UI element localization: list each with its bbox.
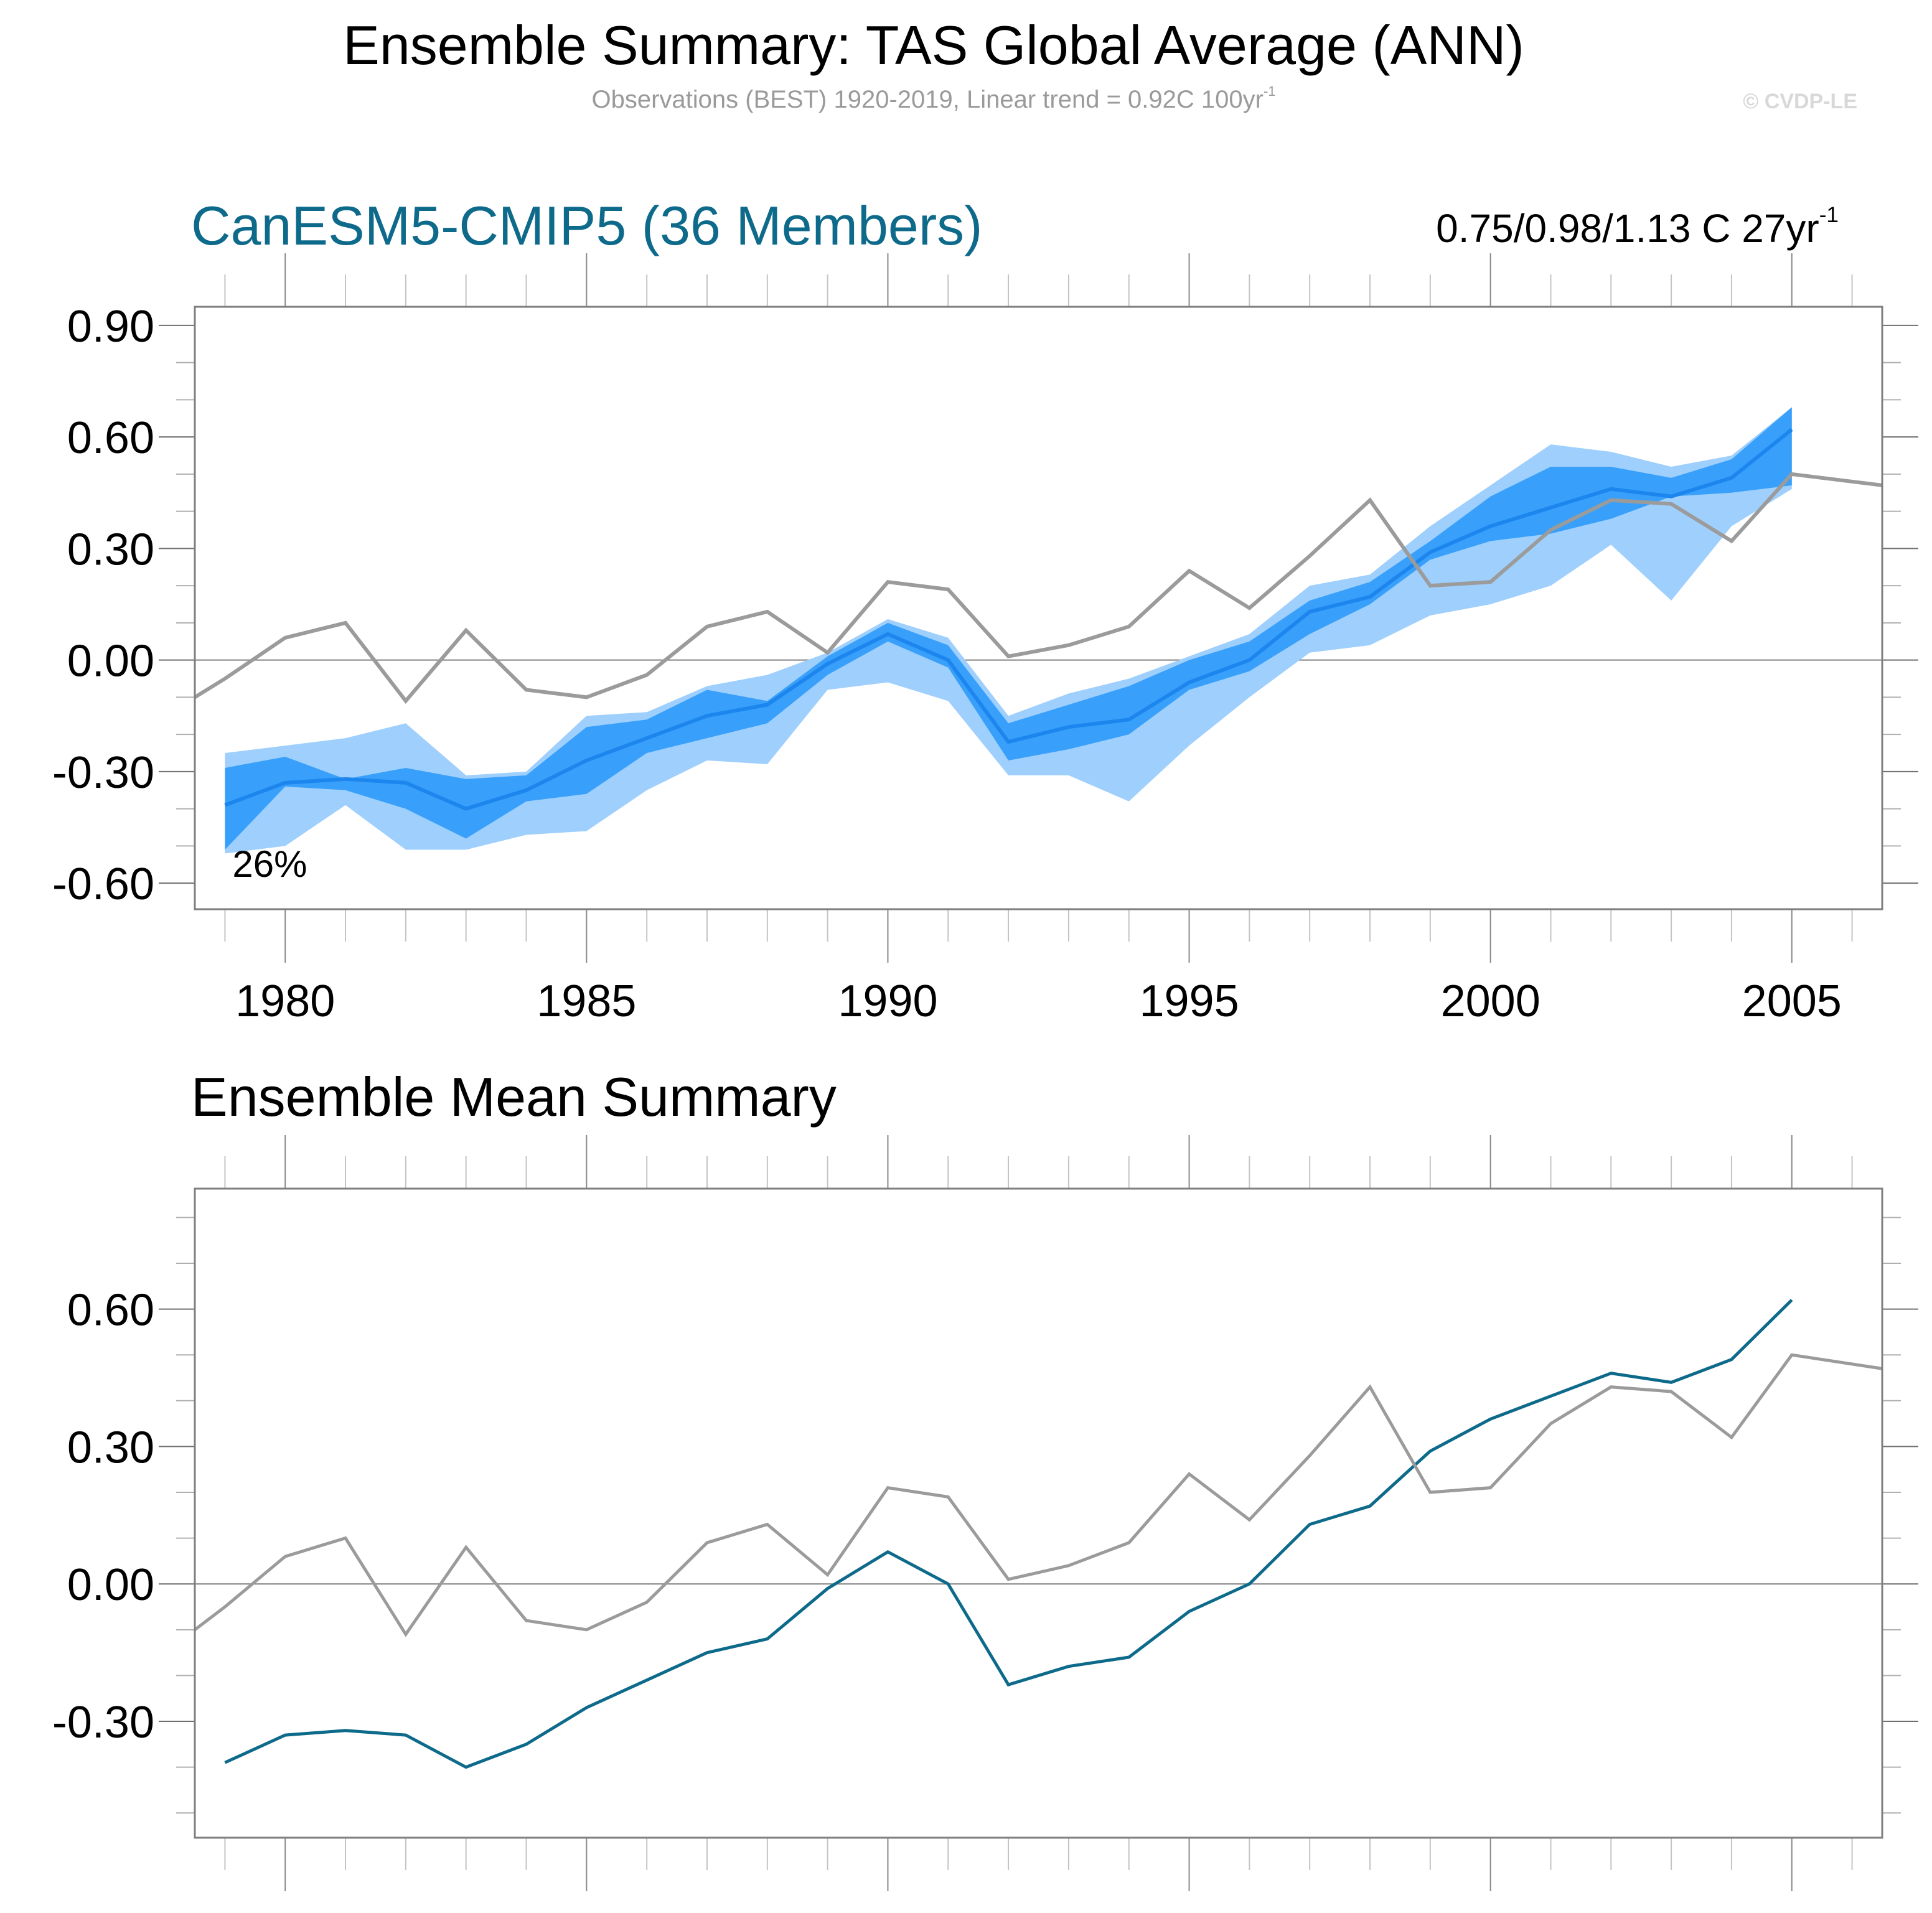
panel2-x-tick-label: 1980 — [235, 1905, 335, 1913]
panel1-x-tick-label: 2005 — [1742, 976, 1842, 1026]
panel2-x-tick-label: 2000 — [1441, 1905, 1540, 1913]
panel1-title: CanESM5-CMIP5 (36 Members) — [191, 195, 983, 256]
panel1-x-tick-label: 1980 — [235, 976, 335, 1026]
panel1-x-tick-label: 1985 — [537, 976, 636, 1026]
panel2-y-tick-label: 0.60 — [67, 1286, 154, 1335]
panel2-x-tick-label: 1995 — [1139, 1905, 1239, 1913]
panel2-y-tick-label: 0.00 — [67, 1560, 154, 1610]
panel1-y-tick-label: 0.00 — [67, 637, 154, 686]
observations-line — [194, 472, 1883, 704]
panel2-plot: -0.30 0.00 0.30 0.60 1980 1985 1990 1995 2000 200… — [52, 1135, 1918, 1913]
subtitle: Observations (BEST) 1920-2019, Linear tr… — [0, 83, 1867, 114]
subtitle-exponent: -1 — [1263, 83, 1276, 99]
panel1-y-tick-label: 0.90 — [67, 302, 154, 352]
panel1-x-tick-label: 1995 — [1139, 976, 1239, 1026]
subtitle-text: Observations (BEST) 1920-2019, Linear tr… — [591, 86, 1264, 113]
panel2-frame — [194, 1187, 1883, 1839]
ensemble-mean-line — [224, 1299, 1793, 1769]
trend-text: 0.75/0.98/1.13 C 27yr — [1436, 206, 1819, 251]
panel2-title: Ensemble Mean Summary — [191, 1066, 837, 1128]
panel2-y-tick-label: 0.30 — [67, 1423, 154, 1472]
panel2-x-tick-label: 2005 — [1742, 1905, 1842, 1913]
main-title: Ensemble Summary: TAS Global Average (AN… — [343, 14, 1524, 76]
panel1-frame — [194, 306, 1883, 910]
observations-line — [194, 1353, 1883, 1637]
panel1-y-tick-label: 0.60 — [67, 413, 154, 463]
panel1-plot: -0.60 -0.30 0.00 0.30 0.60 0.90 1980 1985 1990 19… — [52, 253, 1918, 1026]
panel2-x-tick-label: 1990 — [838, 1905, 937, 1913]
ensemble-mean-line — [224, 428, 1793, 811]
panel1-x-tick-label: 2000 — [1441, 976, 1540, 1026]
panel1-x-tick-label: 1990 — [838, 976, 937, 1026]
copyright-label: © CVDP-LE — [1743, 90, 1857, 113]
trend-exponent: -1 — [1819, 203, 1839, 227]
panel1-y-tick-label: -0.60 — [52, 859, 154, 909]
inner-spread-band — [225, 407, 1792, 850]
panel2-y-tick-label: -0.30 — [52, 1698, 154, 1747]
panel1-y-tick-label: 0.30 — [67, 525, 154, 574]
trend-label: 0.75/0.98/1.13 C 27yr-1 — [1436, 203, 1839, 251]
panel1-y-tick-label: -0.30 — [52, 748, 154, 798]
percent-annotation: 26% — [232, 843, 307, 885]
panel2-x-tick-label: 1985 — [537, 1905, 636, 1913]
